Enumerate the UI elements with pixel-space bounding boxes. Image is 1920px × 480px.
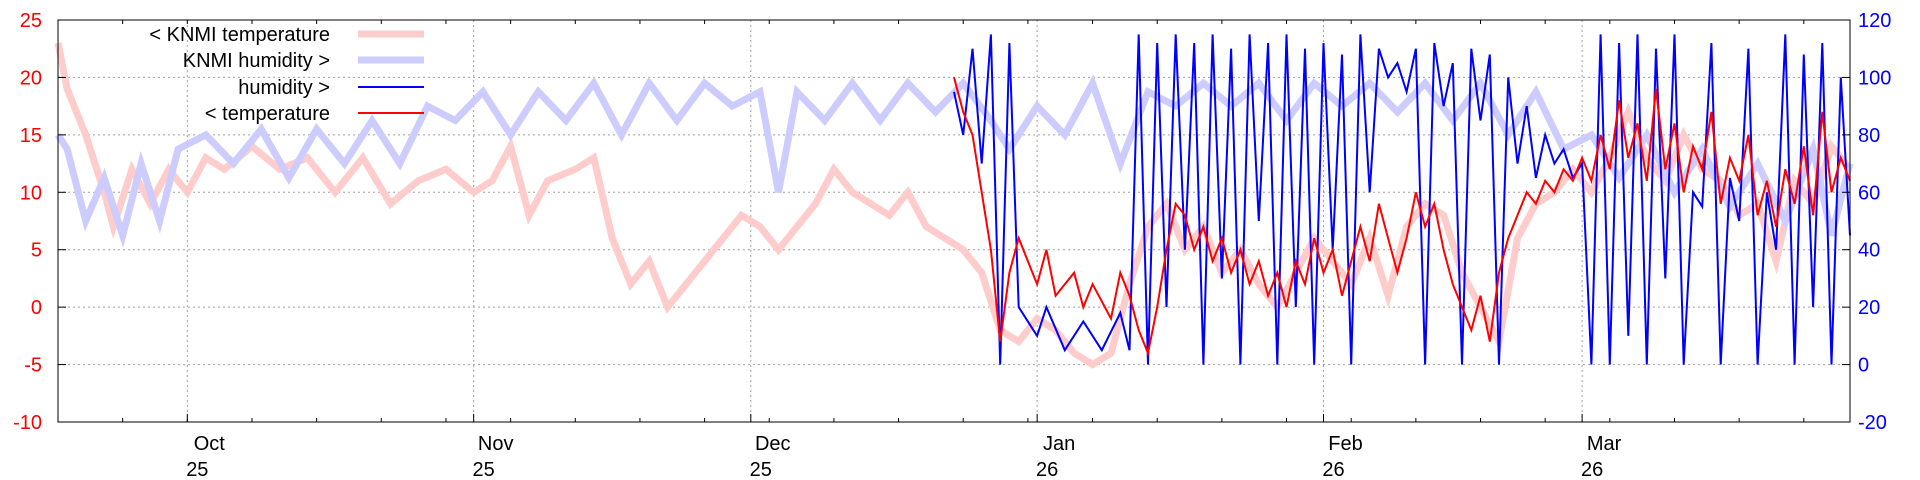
left-tick-label: -10 <box>13 412 42 434</box>
left-tick-label: 10 <box>20 182 42 204</box>
series-line-2 <box>953 34 1851 365</box>
x-tick-month: Oct <box>194 433 226 455</box>
x-tick-year: 26 <box>1581 459 1603 480</box>
x-tick-year: 25 <box>186 459 208 480</box>
x-tick-year: 26 <box>1036 459 1058 480</box>
left-tick-label: 25 <box>20 10 42 32</box>
x-tick-month: Nov <box>478 433 514 455</box>
plot-frame <box>57 19 1851 423</box>
right-tick-label: 120 <box>1858 10 1891 32</box>
right-tick-label: 80 <box>1858 125 1880 147</box>
legend-label: < KNMI temperature <box>149 24 330 46</box>
series-line-1 <box>55 74 1854 249</box>
right-tick-label: 100 <box>1858 67 1891 89</box>
legend-label: KNMI humidity > <box>183 50 330 72</box>
right-tick-label: 40 <box>1858 240 1880 262</box>
plot-border <box>57 19 1851 423</box>
series-line-0 <box>54 42 1853 369</box>
right-tick-label: 60 <box>1858 182 1880 204</box>
x-tick-year: 25 <box>750 459 772 480</box>
left-tick-label: 15 <box>20 125 42 147</box>
axis-ticks: -10 -5 0 5 10 15 20 25 -20 0 20 40 60 80 100 120 Oct 25 No… <box>13 10 1891 480</box>
left-tick-label: 0 <box>31 297 42 319</box>
series-lines <box>54 34 1854 369</box>
x-tick-month: Dec <box>755 433 791 455</box>
x-tick-month: Mar <box>1587 433 1622 455</box>
series-line-3 <box>953 77 1851 357</box>
left-tick-label: 20 <box>20 67 42 89</box>
x-tick-month: Jan <box>1043 433 1075 455</box>
right-tick-label: -20 <box>1858 412 1887 434</box>
legend-label: < temperature <box>205 103 330 125</box>
right-tick-label: 0 <box>1858 355 1869 377</box>
left-tick-label: 5 <box>31 240 42 262</box>
legend-label: humidity > <box>238 77 330 99</box>
legend: < KNMI temperature KNMI humidity > humidit… <box>149 24 424 125</box>
x-tick-year: 26 <box>1322 459 1344 480</box>
right-tick-label: 20 <box>1858 297 1880 319</box>
x-tick-year: 25 <box>473 459 495 480</box>
left-tick-label: -5 <box>24 355 42 377</box>
x-tick-month: Feb <box>1328 433 1362 455</box>
